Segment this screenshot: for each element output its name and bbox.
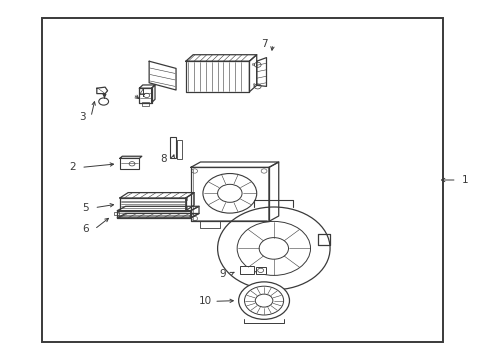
Circle shape [261, 216, 266, 221]
Bar [41, 18, 442, 342]
Circle shape [217, 207, 329, 290]
Text: 9: 9 [219, 269, 225, 279]
Circle shape [244, 286, 283, 315]
Circle shape [259, 238, 288, 259]
Text: 7: 7 [260, 39, 267, 49]
Text: 5: 5 [82, 203, 89, 213]
Bar [200, 221, 220, 228]
Circle shape [191, 216, 197, 221]
Bar [120, 158, 139, 169]
Text: e: e [252, 62, 255, 67]
Text: 3: 3 [79, 112, 85, 122]
Text: 6: 6 [82, 224, 89, 234]
Circle shape [217, 184, 242, 202]
Circle shape [237, 221, 310, 275]
Bar [184, 206, 187, 209]
Text: f: f [252, 83, 254, 88]
Bar [177, 140, 182, 159]
Circle shape [254, 84, 261, 89]
Circle shape [203, 174, 256, 213]
Bar [169, 137, 175, 158]
Circle shape [257, 268, 263, 273]
Circle shape [143, 93, 149, 98]
Circle shape [238, 282, 289, 319]
Circle shape [254, 62, 261, 67]
Circle shape [191, 169, 197, 173]
Text: 4: 4 [138, 89, 145, 99]
Circle shape [99, 98, 108, 105]
Circle shape [129, 162, 135, 166]
Circle shape [255, 294, 272, 307]
Text: 10: 10 [199, 296, 211, 306]
Bar [114, 212, 119, 215]
Bar [255, 267, 265, 274]
Text: 8: 8 [160, 154, 167, 164]
Bar [239, 266, 254, 274]
Bar [142, 102, 149, 106]
Bar [184, 197, 187, 200]
Circle shape [261, 169, 266, 173]
Text: 2: 2 [69, 162, 76, 172]
Circle shape [189, 214, 194, 218]
Text: 1: 1 [461, 175, 468, 185]
